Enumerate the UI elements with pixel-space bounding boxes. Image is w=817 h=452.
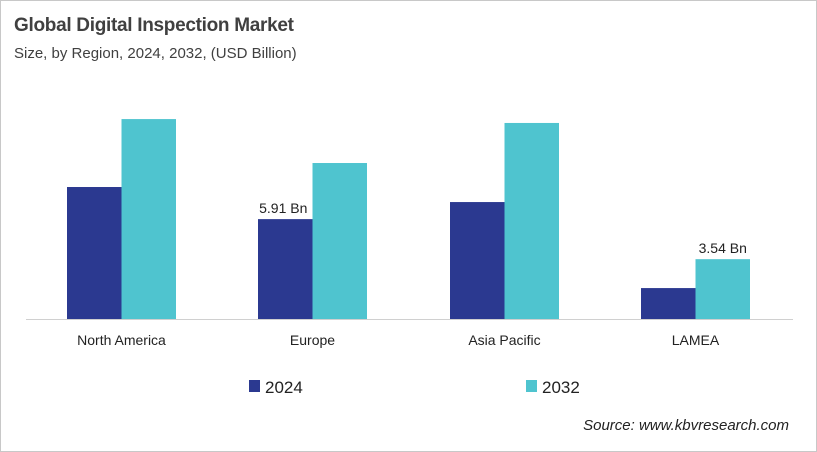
- bar-2024-north-america: [67, 187, 122, 319]
- x-tick-label: Asia Pacific: [468, 332, 540, 348]
- x-tick-label: LAMEA: [672, 332, 720, 348]
- legend-label-2032: 2032: [542, 378, 580, 397]
- legend-swatch-2032: [526, 380, 537, 392]
- bar-2032-asia-pacific: [504, 122, 559, 320]
- bar-2024-europe: [258, 219, 313, 319]
- chart-subtitle: Size, by Region, 2024, 2032, (USD Billio…: [14, 45, 297, 62]
- data-label: 5.91 Bn: [259, 200, 307, 216]
- bar-2024-lamea: [641, 288, 696, 319]
- source-credit: Source: www.kbvresearch.com: [583, 417, 789, 434]
- bar-2032-north-america: [121, 119, 176, 319]
- x-tick-label: Europe: [290, 332, 335, 348]
- bar-2032-europe: [312, 163, 367, 319]
- chart-title: Global Digital Inspection Market: [14, 15, 294, 36]
- x-tick-label: North America: [77, 332, 166, 348]
- bar-2032-lamea: [695, 259, 750, 319]
- data-label: 3.54 Bn: [699, 240, 747, 256]
- legend-label-2024: 2024: [265, 378, 303, 397]
- bar-2024-asia-pacific: [450, 202, 505, 319]
- legend-swatch-2024: [249, 380, 260, 392]
